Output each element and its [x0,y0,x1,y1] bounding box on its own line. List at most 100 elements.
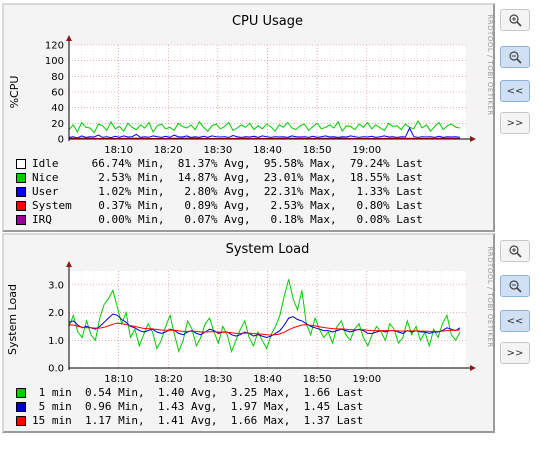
cpu-legend: Idle 66.74% Min, 81.37% Avg, 95.58% Max,… [16,157,423,227]
legend-swatch [16,388,26,398]
cpu-zoom-in-button[interactable] [500,9,530,31]
legend-word: Max, [303,199,337,212]
legend-min-value: 1.17 [71,414,112,427]
legend-word: Max, [257,400,291,413]
legend-word: Last [389,199,423,212]
legend-last-value: 0.80% [336,199,390,212]
legend-last-value: 1.66 [290,386,331,399]
legend-series-name: User [32,185,79,198]
legend-swatch [16,159,26,169]
legend-last-value: 1.45 [290,400,331,413]
chart-title: CPU Usage [232,14,303,29]
cpu-zoom-out-button[interactable] [500,46,530,68]
zoom-out-icon [509,51,522,64]
y-tick-label: 0.0 [48,364,64,375]
legend-word: Max, [303,185,337,198]
y-tick-label: 80 [51,72,64,83]
legend-row: User 1.02% Min, 2.80% Avg, 22.31% Max, 1… [16,185,423,199]
legend-word: Min, [111,386,145,399]
legend-avg-value: 0.07% [164,213,218,226]
y-axis-arrow [66,35,72,41]
legend-series-name: Nice [32,171,79,184]
x-tick-label: 18:20 [154,374,183,385]
legend-last-value: 79.24% [336,157,390,170]
legend-max-value: 2.53% [250,199,304,212]
legend-word: Last [389,157,423,170]
legend-row: 1 min 0.54 Min, 1.40 Avg, 3.25 Max, 1.66… [16,386,363,400]
x-tick-label: 18:40 [253,374,282,385]
legend-swatch [16,416,26,426]
cpu-pan-forward-button[interactable]: >> [500,112,530,134]
x-tick-label: 19:00 [352,374,381,385]
y-axis-arrow [66,261,72,267]
x-tick-label: 18:50 [303,145,332,156]
legend-word: Max, [303,171,337,184]
series-line-user [68,126,461,139]
load-pan-forward-button[interactable]: >> [500,342,530,364]
legend-word: Avg, [217,185,251,198]
legend-swatch [16,215,26,225]
legend-word: Avg, [184,386,218,399]
legend-swatch [16,402,26,412]
load-legend: 1 min 0.54 Min, 1.40 Avg, 3.25 Max, 1.66… [16,386,363,428]
legend-min-value: 0.00% [78,213,132,226]
legend-word: Min, [111,400,145,413]
legend-row: System 0.37% Min, 0.89% Avg, 2.53% Max, … [16,199,423,213]
load-zoom-in-button[interactable] [500,240,530,262]
legend-series-name: 5 min [32,400,72,413]
legend-max-value: 95.58% [250,157,304,170]
series-line-system [68,137,461,140]
legend-word: Avg, [217,157,251,170]
legend-word: Max, [257,386,291,399]
y-tick-label: 120 [45,41,64,52]
legend-word: Min, [131,213,165,226]
legend-word: Avg, [217,199,251,212]
legend-word: Last [389,213,423,226]
series-line-1-min [68,279,461,354]
legend-last-value: 0.08% [336,213,390,226]
cpu-pan-back-button[interactable]: << [500,80,530,102]
legend-max-value: 23.01% [250,171,304,184]
zoom-out-icon [509,280,522,293]
legend-min-value: 1.02% [78,185,132,198]
legend-max-value: 1.66 [217,414,258,427]
legend-word: Avg, [184,414,218,427]
legend-avg-value: 1.43 [144,400,185,413]
legend-avg-value: 2.80% [164,185,218,198]
system-load-chart: System Load 0.0 1.0 2.0 3.0 18:10 18:20 18:30 18… [6,242,494,385]
legend-series-name: System [32,199,79,212]
cpu-usage-chart: CPU Usage 0 20 40 60 80 100 120 18:10 18:20 18:30 1… [8,14,494,156]
legend-avg-value: 81.37% [164,157,218,170]
y-tick-label: 3.0 [48,280,64,291]
y-tick-label: 40 [51,103,64,114]
legend-swatch [16,173,26,183]
legend-word: Min, [131,199,165,212]
legend-word: Max, [257,414,291,427]
legend-avg-value: 14.87% [164,171,218,184]
legend-last-value: 1.37 [290,414,331,427]
legend-word: Max, [303,157,337,170]
legend-series-name: 1 min [32,386,72,399]
legend-row: Nice 2.53% Min, 14.87% Avg, 23.01% Max, … [16,171,423,185]
x-tick-label: 18:50 [303,374,332,385]
load-pan-back-button[interactable]: << [500,310,530,332]
legend-max-value: 22.31% [250,185,304,198]
load-zoom-out-button[interactable] [500,275,530,297]
legend-series-name: IRQ [32,213,79,226]
legend-series-name: Idle [32,157,79,170]
legend-word: Last [330,386,364,399]
legend-word: Max, [303,213,337,226]
legend-word: Last [330,414,364,427]
system-load-graph: System Load 0.0 1.0 2.0 3.0 18:10 18:20 18:30 18… [2,233,495,433]
x-tick-label: 18:20 [154,145,183,156]
legend-word: Min, [131,185,165,198]
legend-min-value: 0.54 [71,386,112,399]
legend-row: 15 min 1.17 Min, 1.41 Avg, 1.66 Max, 1.3… [16,414,363,428]
zoom-in-icon [509,14,522,27]
legend-max-value: 0.18% [250,213,304,226]
series-line-15-min [69,322,461,336]
x-tick-label: 18:10 [104,374,133,385]
zoom-in-icon [509,245,522,258]
legend-max-value: 3.25 [217,386,258,399]
y-tick-label: 0 [58,135,64,146]
